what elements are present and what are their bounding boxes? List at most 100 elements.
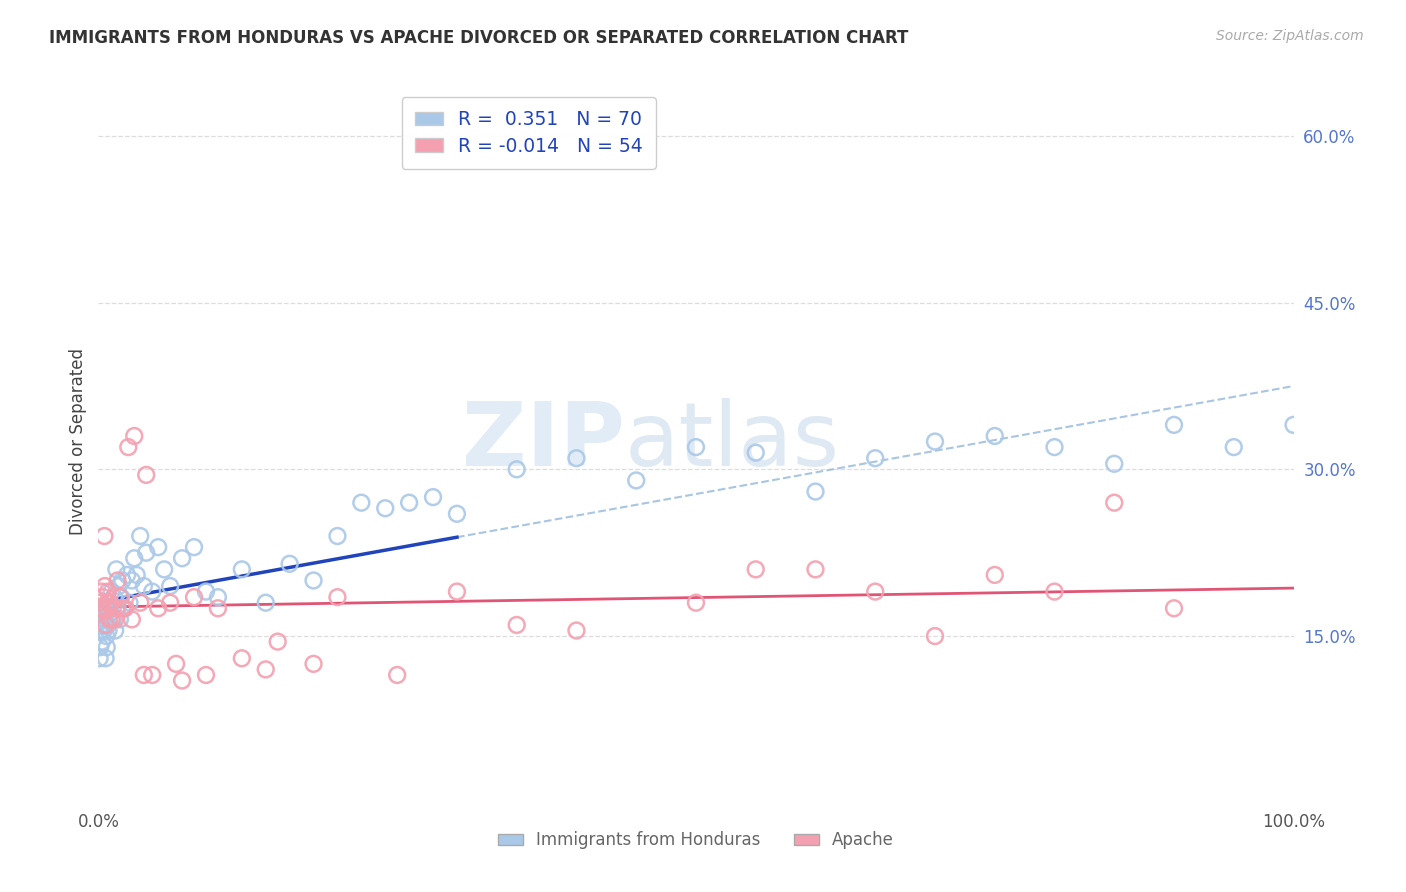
Point — [124, 429, 146, 443]
Point — [124, 551, 146, 566]
Point — [865, 584, 887, 599]
Point — [506, 462, 529, 476]
Point — [1163, 417, 1185, 432]
Point — [1163, 601, 1185, 615]
Point — [565, 624, 588, 638]
Point — [1043, 584, 1066, 599]
Point — [114, 601, 136, 615]
Point — [100, 612, 122, 626]
Point — [118, 596, 141, 610]
Point — [183, 590, 205, 604]
Point — [326, 529, 349, 543]
Point — [114, 601, 136, 615]
Point — [90, 601, 112, 615]
Point — [267, 634, 290, 648]
Point — [385, 668, 409, 682]
Point — [984, 568, 1007, 582]
Point — [117, 440, 139, 454]
Point — [94, 579, 117, 593]
Point — [91, 607, 114, 621]
Point — [446, 584, 468, 599]
Point — [101, 612, 124, 626]
Point — [132, 668, 155, 682]
Point — [96, 601, 118, 615]
Point — [207, 601, 229, 615]
Point — [302, 574, 325, 588]
Point — [148, 540, 170, 554]
Point — [98, 607, 121, 621]
Point — [98, 596, 121, 610]
Point — [506, 618, 529, 632]
Point — [90, 618, 112, 632]
Point — [96, 629, 118, 643]
Text: atlas: atlas — [624, 398, 839, 485]
Point — [111, 574, 134, 588]
Point — [1223, 440, 1246, 454]
Point — [278, 557, 301, 571]
Point — [89, 601, 111, 615]
Point — [231, 651, 253, 665]
Point — [91, 590, 114, 604]
Text: Source: ZipAtlas.com: Source: ZipAtlas.com — [1216, 29, 1364, 43]
Point — [804, 562, 827, 576]
Point — [865, 451, 887, 466]
Point — [104, 612, 127, 626]
Text: ZIP: ZIP — [461, 398, 624, 485]
Point — [115, 568, 138, 582]
Point — [135, 546, 157, 560]
Point — [195, 668, 218, 682]
Point — [350, 496, 373, 510]
Point — [254, 596, 277, 610]
Point — [565, 451, 588, 466]
Point — [105, 601, 128, 615]
Point — [107, 574, 129, 588]
Point — [111, 601, 134, 615]
Point — [148, 601, 170, 615]
Point — [446, 507, 468, 521]
Point — [97, 618, 120, 632]
Point — [104, 624, 127, 638]
Point — [103, 590, 125, 604]
Point — [1104, 457, 1126, 471]
Point — [1043, 440, 1066, 454]
Point — [96, 596, 118, 610]
Point — [94, 618, 117, 632]
Point — [107, 601, 129, 615]
Point — [422, 490, 444, 504]
Point — [91, 601, 114, 615]
Point — [129, 529, 152, 543]
Point — [105, 562, 128, 576]
Point — [93, 612, 115, 626]
Point — [745, 562, 768, 576]
Point — [129, 596, 152, 610]
Point — [94, 651, 117, 665]
Point — [93, 624, 115, 638]
Point — [804, 484, 827, 499]
Point — [254, 662, 277, 676]
Point — [685, 440, 707, 454]
Point — [91, 634, 114, 648]
Point — [89, 651, 111, 665]
Point — [165, 657, 187, 671]
Point — [984, 429, 1007, 443]
Point — [121, 574, 143, 588]
Point — [374, 501, 396, 516]
Point — [98, 596, 122, 610]
Point — [91, 618, 114, 632]
Point — [172, 551, 194, 566]
Point — [1282, 417, 1305, 432]
Point — [302, 657, 325, 671]
Legend: Immigrants from Honduras, Apache: Immigrants from Honduras, Apache — [491, 824, 901, 856]
Point — [183, 540, 205, 554]
Point — [135, 467, 157, 482]
Point — [159, 579, 181, 593]
Point — [108, 612, 131, 626]
Point — [93, 529, 115, 543]
Point — [207, 590, 229, 604]
Point — [125, 568, 148, 582]
Point — [96, 640, 118, 655]
Point — [98, 601, 122, 615]
Point — [97, 584, 120, 599]
Point — [159, 596, 181, 610]
Point — [91, 584, 114, 599]
